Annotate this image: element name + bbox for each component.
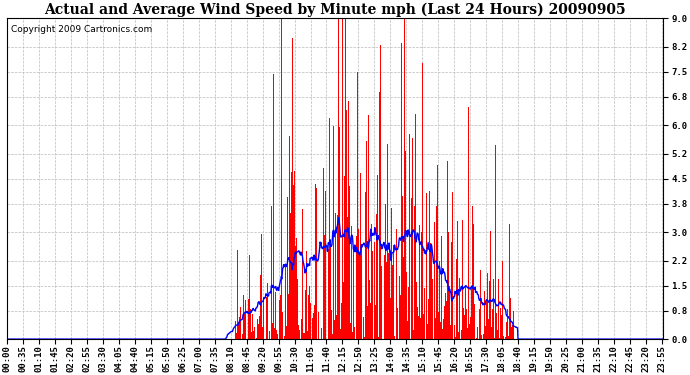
Title: Actual and Average Wind Speed by Minute mph (Last 24 Hours) 20090905: Actual and Average Wind Speed by Minute … (45, 3, 627, 17)
Text: Copyright 2009 Cartronics.com: Copyright 2009 Cartronics.com (10, 25, 152, 34)
